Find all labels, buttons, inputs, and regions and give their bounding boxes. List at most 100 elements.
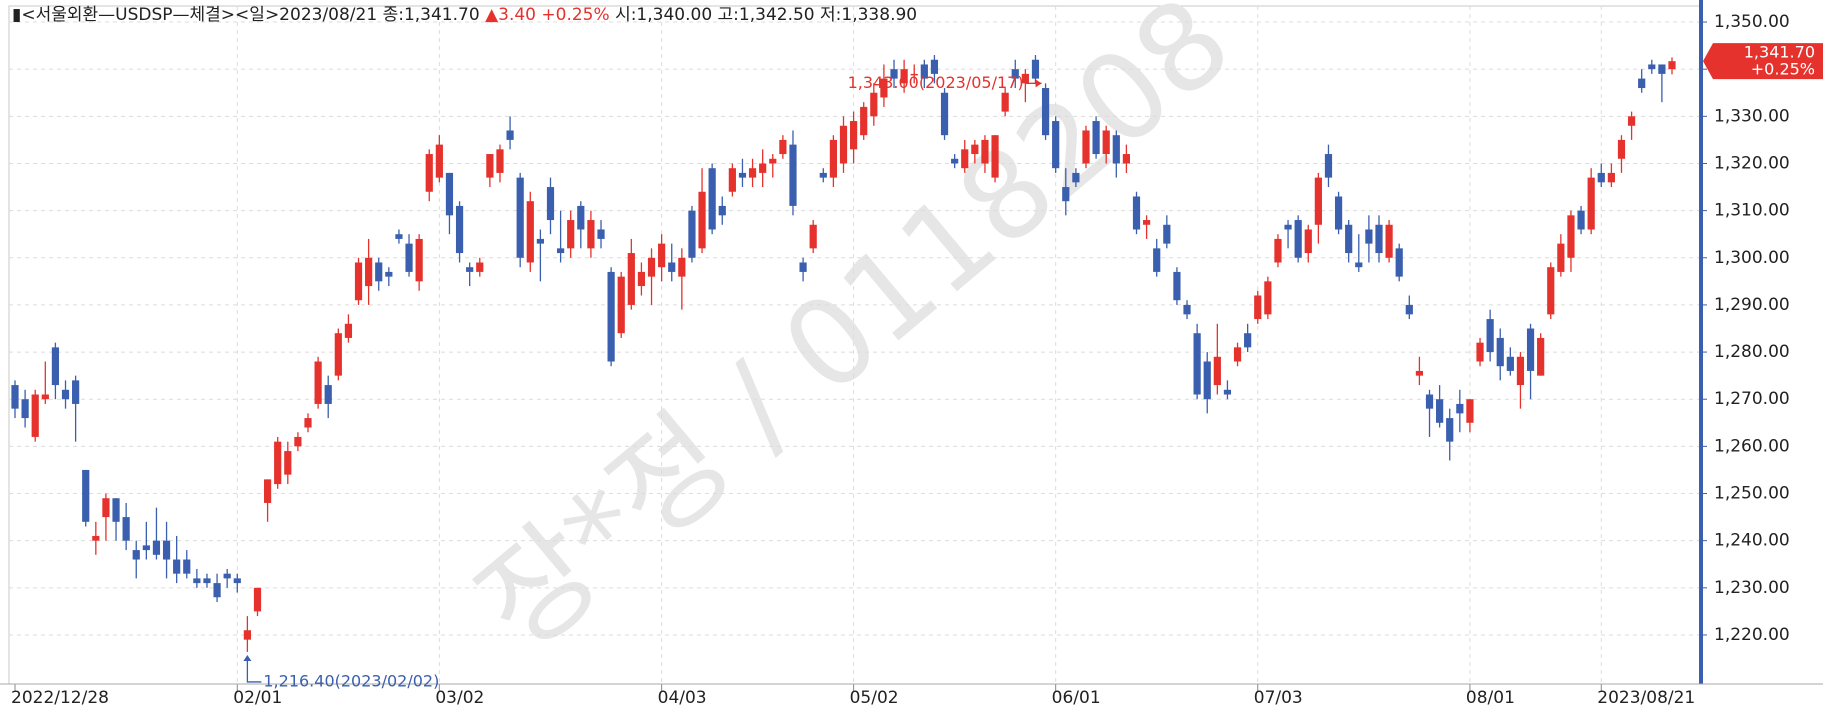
candle-body	[365, 257, 373, 287]
candle-body	[860, 106, 868, 136]
candle-body	[546, 187, 555, 221]
y-tick-label: 1,230.00	[1714, 578, 1790, 598]
candle-body	[930, 59, 939, 74]
candle-body	[1597, 172, 1605, 183]
y-tick-label: 1,240.00	[1714, 531, 1790, 551]
candle-body	[819, 172, 827, 178]
x-tick-label: 08/01	[1466, 688, 1515, 708]
y-tick-label: 1,270.00	[1714, 389, 1790, 409]
candle-body	[1526, 328, 1535, 371]
candle-body	[162, 540, 171, 560]
candle-body	[1304, 229, 1312, 254]
candle-body	[486, 154, 494, 178]
candle-body	[21, 399, 29, 419]
candle-body	[112, 498, 120, 522]
candle-body	[1516, 356, 1525, 386]
candle-body	[769, 158, 777, 164]
candle-body	[637, 271, 646, 287]
candle-body	[799, 262, 807, 272]
y-tick-label: 1,350.00	[1714, 12, 1790, 32]
x-tick-label: 07/03	[1254, 688, 1303, 708]
candle-body	[233, 578, 241, 584]
candle-body	[213, 583, 221, 598]
candle-body	[1496, 337, 1504, 367]
candle-body	[506, 130, 514, 140]
candle-body	[526, 201, 534, 263]
candle-body	[839, 125, 848, 164]
annotation-arrow	[246, 655, 262, 683]
y-tick-label: 1,280.00	[1714, 342, 1790, 362]
candle-body	[203, 578, 211, 584]
candle-body	[334, 333, 342, 376]
candle-body	[850, 121, 858, 150]
candle-body	[920, 64, 928, 79]
candle-body	[11, 385, 19, 409]
candle-body	[1658, 64, 1666, 74]
candle-body	[304, 418, 312, 428]
candle-body	[1203, 361, 1211, 400]
candle-body	[263, 479, 272, 503]
last-price: 1,341.70	[1744, 43, 1815, 62]
candle-body	[1163, 224, 1171, 244]
candle-body	[900, 69, 908, 84]
candle-body	[1648, 64, 1656, 70]
x-tick-label: 06/01	[1052, 688, 1101, 708]
candle-body	[173, 559, 181, 574]
candle-body	[607, 271, 615, 362]
candle-body	[1072, 172, 1080, 183]
candle-body	[1052, 121, 1060, 169]
candle-body	[1001, 92, 1009, 112]
annotation: 1,216.40(2023/02/02)	[263, 671, 439, 690]
x-tick-label: 04/03	[658, 688, 707, 708]
candle-body	[1345, 224, 1353, 254]
candle-body	[536, 238, 544, 244]
candle-body	[738, 172, 747, 178]
candle-body	[759, 163, 767, 173]
candle-body	[991, 135, 999, 178]
candle-body	[41, 394, 49, 400]
header-change: ▲3.40	[485, 5, 536, 25]
candle-body	[395, 234, 403, 239]
candle-body	[435, 144, 443, 178]
candle-body	[405, 243, 413, 272]
candle-body	[951, 158, 959, 164]
candle-body	[779, 139, 787, 155]
candle-body	[1466, 399, 1474, 423]
candle-body	[789, 144, 797, 206]
candle-body	[1405, 304, 1413, 315]
candle-body	[1567, 215, 1575, 258]
header-high: 고:1,342.50	[718, 5, 815, 25]
candle-body	[284, 451, 292, 475]
candle-body	[1183, 304, 1191, 315]
candle-body	[455, 205, 464, 254]
candle-body	[1506, 356, 1514, 371]
candle-body	[678, 257, 686, 277]
candle-body	[1355, 262, 1363, 268]
candle-body	[1557, 243, 1565, 272]
candle-body	[809, 224, 817, 249]
candle-body	[1264, 281, 1272, 315]
candle-body	[1132, 196, 1141, 230]
candle-body	[92, 535, 100, 541]
candle-body	[971, 144, 979, 155]
candle-body	[829, 139, 837, 178]
candle-body	[748, 168, 757, 178]
candle-body	[1415, 370, 1424, 376]
candle-body	[102, 498, 110, 518]
candle-body	[728, 168, 736, 192]
candle-body	[1102, 130, 1110, 155]
candle-body	[31, 394, 39, 437]
candle-body	[940, 92, 949, 136]
candle-body	[1254, 295, 1262, 320]
candle-body	[1668, 61, 1676, 70]
annotation: 1,343.00(2023/05/17)	[848, 73, 1024, 92]
candle-body	[516, 177, 524, 258]
candle-body	[1334, 196, 1343, 230]
candle-body	[152, 540, 161, 555]
candle-body	[870, 92, 878, 117]
candle-body	[344, 323, 353, 338]
y-tick-label: 1,330.00	[1714, 106, 1790, 126]
header-close: 종:1,341.70	[383, 5, 480, 25]
